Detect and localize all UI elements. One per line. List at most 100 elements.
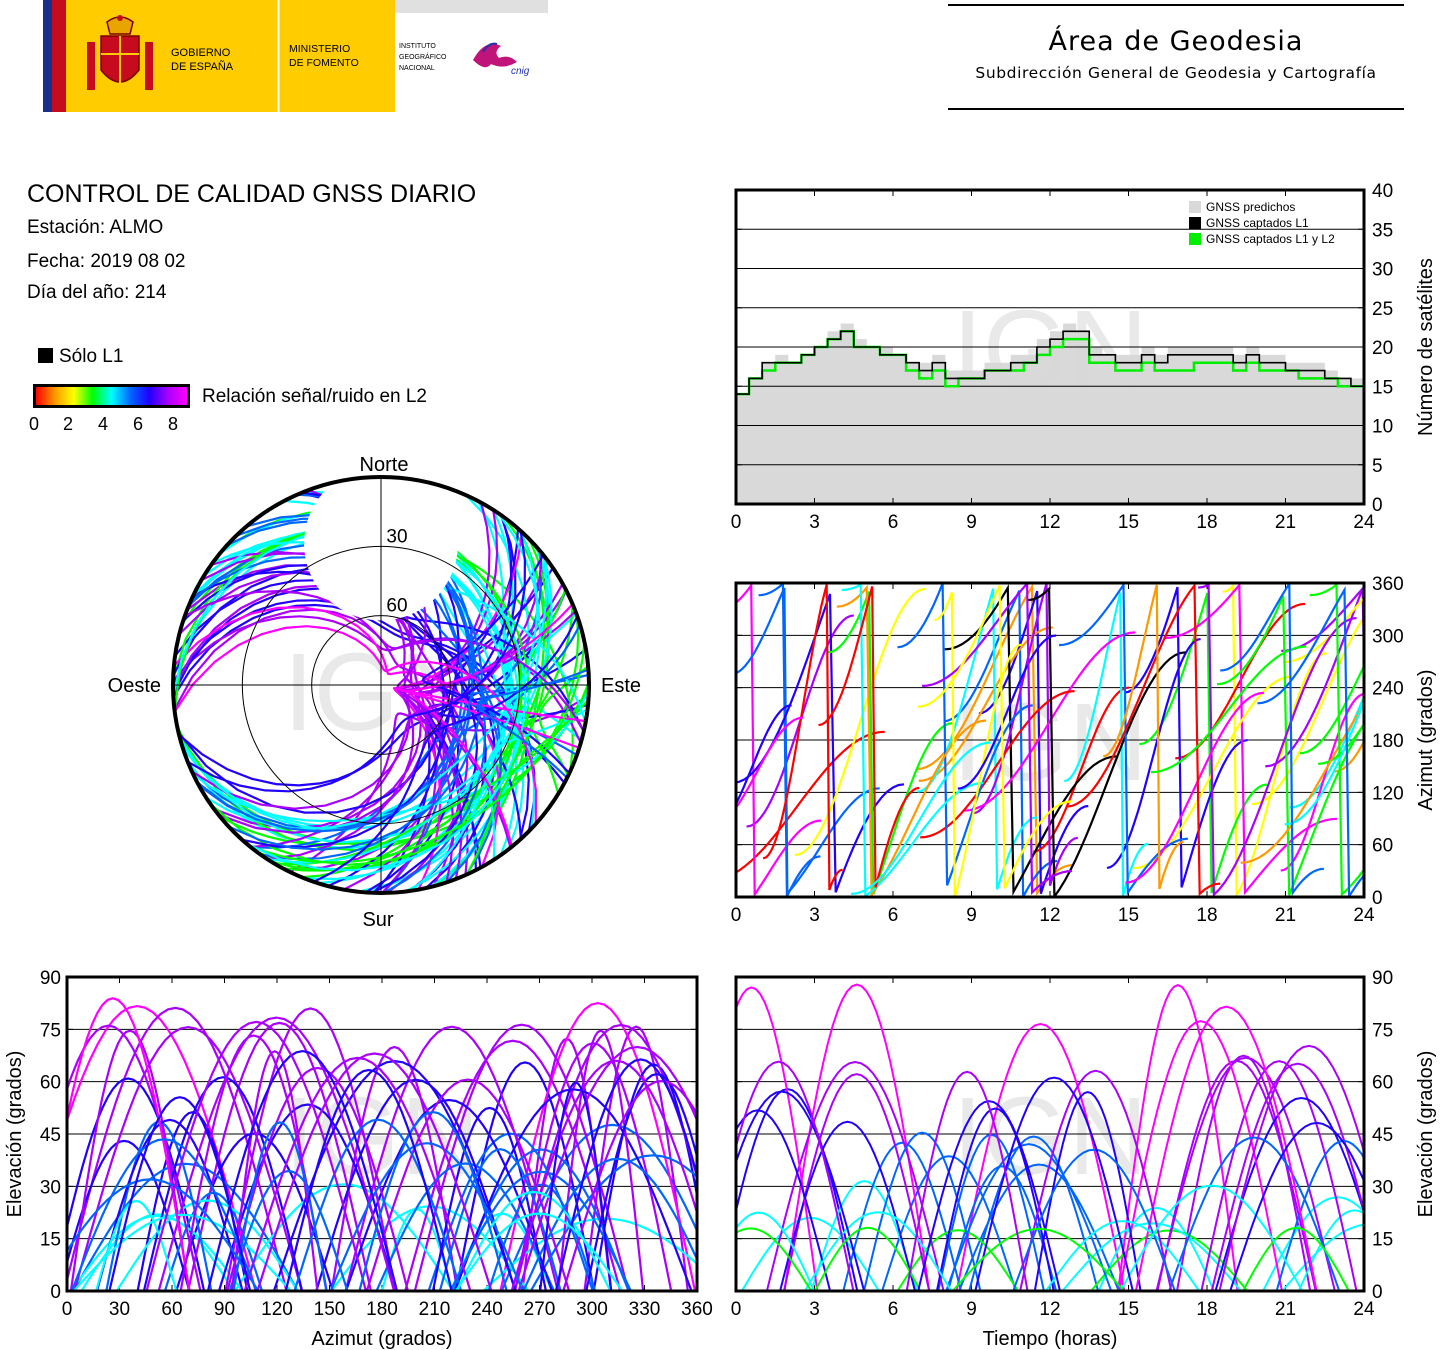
- satellite-track: [1197, 583, 1357, 897]
- y-tick-label: 120: [1372, 783, 1404, 804]
- legend-swatch: [1189, 201, 1201, 213]
- satellite-track: [935, 1107, 1055, 1291]
- satellite-track: [736, 986, 819, 1291]
- logo-ministry-line2: DE FOMENTO: [289, 57, 359, 69]
- satellite-track: [974, 1076, 1134, 1291]
- cnig-logo-icon: cnig: [473, 42, 530, 77]
- satellite-track: [157, 1016, 396, 1291]
- satellite-track: [1119, 1184, 1304, 1291]
- satellite-track: [476, 668, 589, 779]
- x-tick-label: 150: [314, 1299, 346, 1320]
- satellite-track: [783, 1073, 931, 1291]
- satellite-track: [736, 587, 821, 897]
- satellite-track: [1275, 1139, 1364, 1291]
- satellite-track: [375, 1162, 556, 1291]
- x-tick-label: 18: [1196, 512, 1217, 533]
- satellite-track: [243, 1056, 472, 1291]
- satellite-track: [1299, 663, 1364, 755]
- x-tick-label: 21: [1275, 905, 1296, 926]
- satellite-track: [178, 514, 517, 787]
- y-tick-label: 60: [1372, 836, 1393, 857]
- satellite-track: [392, 686, 586, 749]
- x-axis-label: Azimut (grados): [311, 1328, 452, 1350]
- satellite-track: [453, 1088, 693, 1291]
- satellite-track: [1214, 1096, 1364, 1291]
- satellite-track: [228, 1169, 349, 1291]
- satellite-track: [67, 997, 191, 1291]
- legend-swatch: [1189, 233, 1201, 245]
- report-title: CONTROL DE CALIDAD GNSS DIARIO: [27, 180, 477, 208]
- satellite-track: [955, 1022, 1126, 1291]
- satellite-track: [1220, 583, 1324, 897]
- satellite-track: [736, 1060, 855, 1291]
- x-tick-label: 15: [1118, 905, 1139, 926]
- y-tick-label: 30: [1372, 1177, 1393, 1198]
- x-tick-label: 0: [731, 905, 742, 926]
- satellite-track: [1059, 583, 1189, 897]
- x-tick-label: 18: [1196, 905, 1217, 926]
- satellite-track: [585, 1072, 697, 1291]
- satellite-track: [449, 1170, 632, 1291]
- l1-only-label: Sólo L1: [59, 346, 124, 367]
- satellite-track: [779, 1120, 916, 1291]
- satellite-track: [522, 1157, 697, 1291]
- satellite-track: [736, 730, 885, 874]
- x-tick-label: 60: [161, 1299, 182, 1320]
- track-group: [67, 997, 697, 1291]
- logo-brand: cnig: [511, 66, 530, 77]
- colorbar-tick: 0: [29, 414, 40, 434]
- l1-step-line: [736, 330, 1365, 395]
- satellite-track: [1240, 702, 1364, 864]
- y-tick-label: 60: [1372, 1073, 1393, 1094]
- satellite-track: [1251, 615, 1364, 806]
- y-tick-label: 0: [1372, 888, 1383, 909]
- y-tick-label: 45: [1372, 1125, 1393, 1146]
- elevation-ring-label: 30: [386, 526, 407, 547]
- y-tick-label: 5: [1372, 456, 1383, 477]
- header-rule-top: [948, 4, 1404, 6]
- satellite-track: [184, 589, 585, 732]
- y-tick-label: 25: [1372, 299, 1393, 320]
- y-axis-label: Elevación (grados): [1415, 1051, 1437, 1218]
- area-header: Área de Geodesia Subdirección General de…: [948, 4, 1404, 112]
- satellite-track: [413, 1023, 630, 1291]
- satellite-track: [404, 1039, 622, 1291]
- satellite-track: [145, 1020, 367, 1291]
- y-tick-label: 240: [1372, 679, 1404, 700]
- satellite-track: [70, 1138, 258, 1291]
- satellite-track: [592, 1063, 697, 1291]
- chart-legend: GNSS predichos GNSS captados L1 GNSS capta…: [1189, 200, 1335, 246]
- satellite-track: [108, 1096, 252, 1291]
- x-axis-label: Tiempo (horas): [983, 1328, 1118, 1350]
- logo-gov-line2: DE ESPAÑA: [171, 60, 234, 73]
- satellite-track: [905, 1070, 1029, 1291]
- satellite-track: [1012, 1148, 1176, 1291]
- satellite-track: [500, 1123, 697, 1291]
- satellite-track: [180, 494, 530, 828]
- satellite-track: [1281, 585, 1364, 652]
- satellite-track: [266, 555, 553, 864]
- snr-colorbar-label: Relación señal/ruido en L2: [202, 386, 427, 407]
- coat-of-arms-icon: [87, 15, 153, 90]
- satellite-track: [1297, 1209, 1364, 1291]
- satellite-track: [329, 1142, 524, 1291]
- x-tick-label: 3: [809, 512, 820, 533]
- satellite-track: [1262, 1196, 1364, 1291]
- l1-only-swatch: [38, 348, 53, 363]
- y-tick-label: 20: [1372, 338, 1393, 359]
- satellite-track: [539, 1081, 613, 1291]
- satellite-track: [917, 585, 1072, 889]
- y-tick-label: 15: [40, 1230, 61, 1251]
- x-tick-label: 24: [1353, 1299, 1375, 1320]
- colorbar-tick: 6: [133, 414, 144, 434]
- government-logo: GOBIERNO DE ESPAÑA MINISTERIO DE FOMENTO…: [43, 0, 548, 112]
- x-tick-label: 24: [1353, 905, 1375, 926]
- satellite-track: [1064, 592, 1149, 896]
- y-tick-label: 40: [1372, 181, 1393, 202]
- satellite-track: [181, 512, 542, 831]
- satellite-track: [410, 555, 548, 892]
- y-tick-label: 360: [1372, 574, 1404, 595]
